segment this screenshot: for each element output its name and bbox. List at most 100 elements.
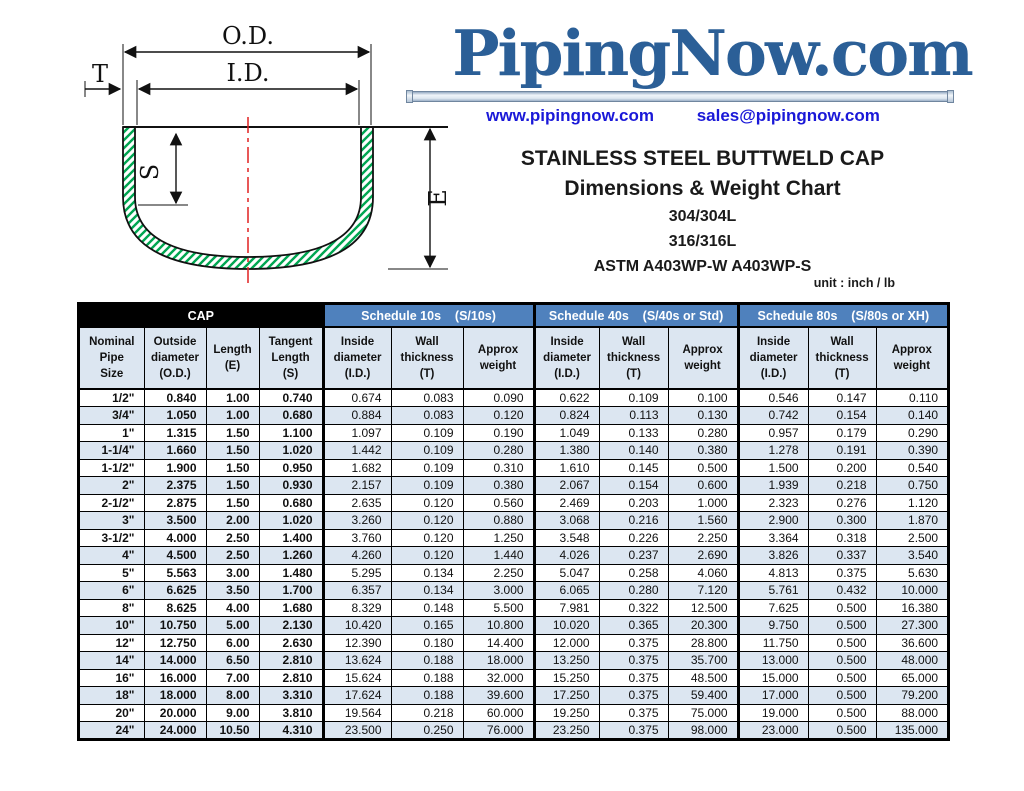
table-row: 3/4" 1.050 1.00 0.680 0.884 0.083 0.120 0.824 0.… — [78, 406, 949, 425]
table-cell: 15.000 — [736, 668, 809, 687]
table-cell: 0.500 — [807, 616, 877, 635]
table-cell: 0.203 — [598, 493, 669, 512]
table-cell: 2.250 — [462, 563, 535, 582]
column-header: Tangent Length (S) — [258, 326, 324, 390]
table-cell: 1-1/4" — [78, 441, 145, 460]
table-cell: 0.109 — [390, 458, 464, 477]
table-cell: 1.442 — [321, 441, 392, 460]
table-cell: 0.280 — [462, 441, 535, 460]
table-cell: 2.630 — [258, 633, 324, 652]
table-cell: 0.742 — [736, 406, 809, 425]
table-cell: 0.280 — [598, 581, 669, 600]
table-cell: 0.365 — [598, 616, 669, 635]
table-cell: 0.318 — [807, 528, 877, 547]
table-cell: 0.109 — [390, 423, 464, 442]
table-cell: 0.276 — [807, 493, 877, 512]
table-cell: 0.190 — [462, 423, 535, 442]
table-cell: 1.250 — [462, 528, 535, 547]
table-cell: 0.120 — [390, 528, 464, 547]
table-cell: 2.810 — [258, 651, 324, 670]
page-title: STAINLESS STEEL BUTTWELD CAP — [520, 147, 885, 170]
table-cell: 10.50 — [205, 721, 260, 740]
pipe-graphic — [406, 90, 954, 103]
table-row: 3" 3.500 2.00 1.020 3.260 0.120 0.880 3.068 0.21… — [78, 511, 949, 530]
table-cell: 0.147 — [807, 388, 877, 407]
table-cell: 0.300 — [807, 511, 877, 530]
table-cell: 1.50 — [205, 493, 260, 512]
table-cell: 2.635 — [321, 493, 392, 512]
table-cell: 1.50 — [205, 458, 260, 477]
column-header: Inside diameter (I.D.) — [736, 326, 809, 390]
table-cell: 1.120 — [875, 493, 949, 512]
table-cell: 4" — [78, 546, 145, 565]
table-cell: 0.130 — [667, 406, 739, 425]
table-cell: 16.000 — [143, 668, 207, 687]
table-cell: 48.500 — [667, 668, 739, 687]
table-cell: 7.981 — [532, 598, 600, 617]
table-cell: 0.200 — [807, 458, 877, 477]
table-cell: 2.130 — [258, 616, 324, 635]
table-cell: 1.50 — [205, 423, 260, 442]
id-dimension-label: I.D. — [226, 59, 269, 87]
table-cell: 0.930 — [258, 476, 324, 495]
table-cell: 1.660 — [143, 441, 207, 460]
table-cell: 8.00 — [205, 686, 260, 705]
table-row: 20" 20.000 9.00 3.810 19.564 0.218 60.000 19.25… — [78, 703, 949, 722]
table-cell: 3/4" — [78, 406, 145, 425]
table-cell: 0.290 — [875, 423, 949, 442]
table-cell: 4.026 — [532, 546, 600, 565]
table-cell: 0.390 — [875, 441, 949, 460]
table-cell: 3.826 — [736, 546, 809, 565]
table-cell: 0.600 — [667, 476, 739, 495]
table-cell: 4.00 — [205, 598, 260, 617]
table-cell: 1-1/2" — [78, 458, 145, 477]
table-cell: 7.625 — [736, 598, 809, 617]
table-cell: 0.500 — [807, 721, 877, 740]
od-dimension-label: O.D. — [222, 22, 274, 50]
table-row: 16" 16.000 7.00 2.810 15.624 0.188 32.000 15.25… — [78, 668, 949, 687]
table-cell: 0.191 — [807, 441, 877, 460]
group-header: Schedule 40s (S/40s or Std) — [532, 303, 739, 328]
grade-316: 316/316L — [668, 233, 737, 250]
table-cell: 0.250 — [390, 721, 464, 740]
table-cell: 20.000 — [143, 703, 207, 722]
table-row: 12" 12.750 6.00 2.630 12.390 0.180 14.400 12.00… — [78, 633, 949, 652]
table-cell: 1.400 — [258, 528, 324, 547]
table-cell: 0.216 — [598, 511, 669, 530]
table-row: 6" 6.625 3.50 1.700 6.357 0.134 3.000 6.065 0.28… — [78, 581, 949, 600]
brand-logo: PipingNow.com — [452, 16, 974, 90]
table-cell: 0.134 — [390, 563, 464, 582]
column-header-row: Nominal Pipe Size Outside diameter (O.D.)… — [78, 326, 949, 390]
table-cell: 6.065 — [532, 581, 600, 600]
table-cell: 0.134 — [390, 581, 464, 600]
table-cell: 1.682 — [321, 458, 392, 477]
table-cell: 10.800 — [462, 616, 535, 635]
table-cell: 23.500 — [321, 721, 392, 740]
table-cell: 135.000 — [875, 721, 949, 740]
table-cell: 0.090 — [462, 388, 535, 407]
table-row: 8" 8.625 4.00 1.680 8.329 0.148 5.500 7.981 0.32… — [78, 598, 949, 617]
table-cell: 59.400 — [667, 686, 739, 705]
table-cell: 65.000 — [875, 668, 949, 687]
table-cell: 39.600 — [462, 686, 535, 705]
table-cell: 3.364 — [736, 528, 809, 547]
table-cell: 3.068 — [532, 511, 600, 530]
sales-email: sales@pipingnow.com — [696, 106, 880, 125]
table-cell: 8.625 — [143, 598, 207, 617]
table-cell: 2.690 — [667, 546, 739, 565]
table-cell: 79.200 — [875, 686, 949, 705]
cap-cross-section-diagram: O.D. I.D. T S E — [84, 22, 452, 284]
column-header: Outside diameter (O.D.) — [143, 326, 207, 390]
table-cell: 0.188 — [390, 686, 464, 705]
table-cell: 0.226 — [598, 528, 669, 547]
dimensions-weight-table: CAP Schedule 10s (S/10s) Schedule 40s (S/4… — [76, 302, 951, 741]
table-cell: 10.750 — [143, 616, 207, 635]
table-cell: 0.179 — [807, 423, 877, 442]
table-cell: 0.500 — [807, 686, 877, 705]
table-cell: 4.813 — [736, 563, 809, 582]
table-cell: 10.420 — [321, 616, 392, 635]
table-row: 2" 2.375 1.50 0.930 2.157 0.109 0.380 2.067 0.15… — [78, 476, 949, 495]
table-cell: 0.188 — [390, 651, 464, 670]
title-block: STAINLESS STEEL BUTTWELD CAP Dimensions … — [420, 144, 985, 279]
group-header: Schedule 10s (S/10s) — [321, 303, 535, 328]
